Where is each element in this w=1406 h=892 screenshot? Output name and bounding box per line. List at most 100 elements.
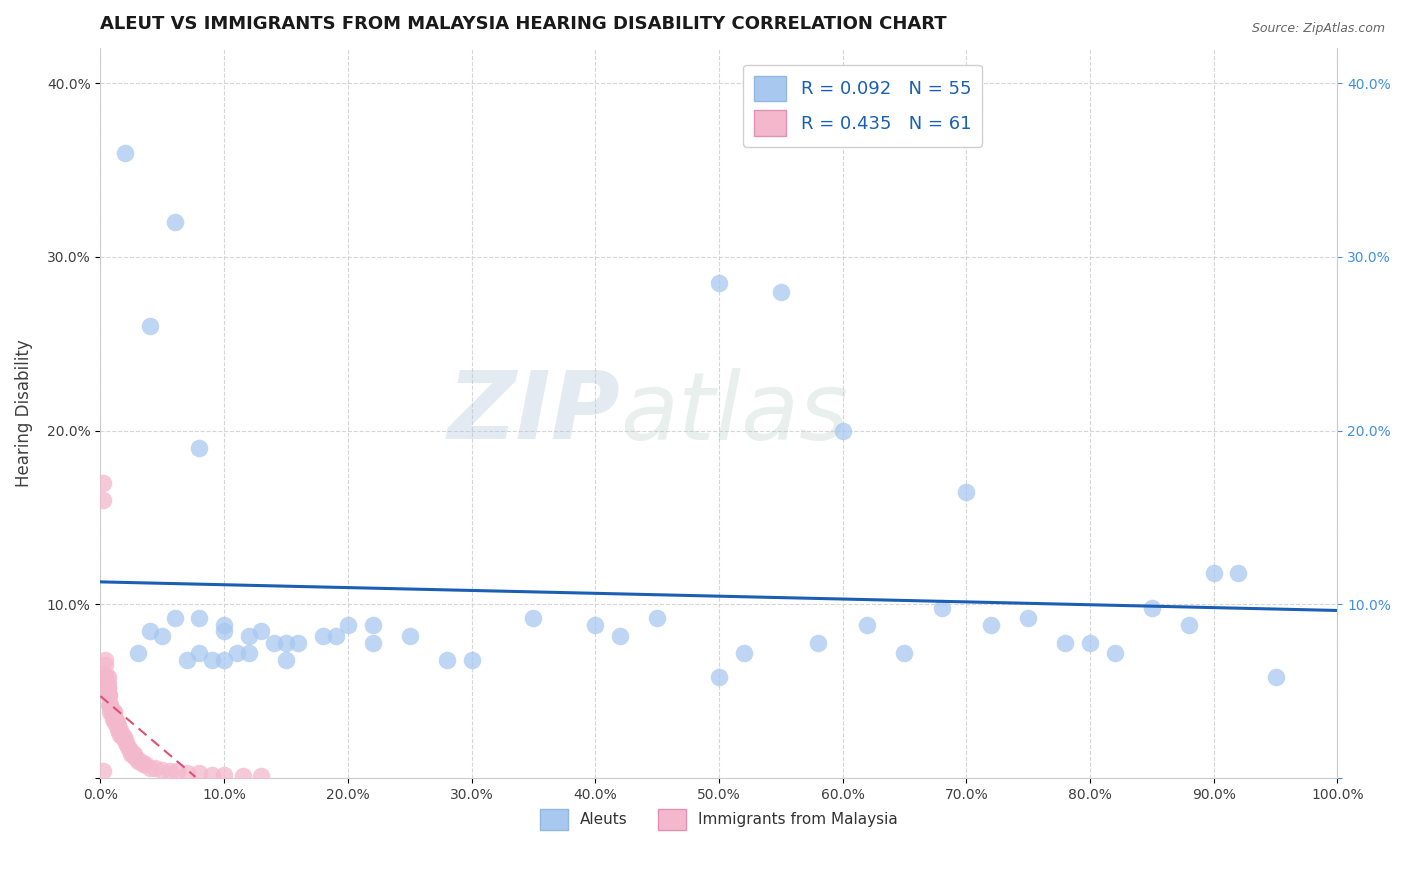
Point	[163, 215, 186, 229]
Point	[707, 276, 730, 290]
Point	[114, 145, 136, 160]
Point	[139, 761, 162, 775]
Point	[159, 764, 181, 779]
Point	[807, 636, 830, 650]
Text: ZIP: ZIP	[447, 368, 620, 459]
Point	[110, 723, 132, 737]
Point	[274, 636, 297, 650]
Point	[336, 618, 359, 632]
Point	[120, 743, 142, 757]
Point	[733, 646, 755, 660]
Point	[212, 618, 235, 632]
Point	[176, 766, 198, 780]
Point	[94, 653, 117, 667]
Point	[115, 736, 138, 750]
Point	[104, 712, 127, 726]
Point	[188, 766, 211, 780]
Point	[91, 475, 114, 490]
Point	[98, 688, 121, 702]
Point	[104, 712, 127, 726]
Point	[112, 730, 135, 744]
Y-axis label: Hearing Disability: Hearing Disability	[15, 340, 32, 487]
Point	[100, 705, 122, 719]
Point	[955, 484, 977, 499]
Point	[131, 757, 153, 772]
Point	[1264, 670, 1286, 684]
Point	[127, 754, 149, 768]
Point	[250, 624, 273, 638]
Point	[232, 769, 254, 783]
Point	[238, 629, 260, 643]
Point	[166, 764, 188, 779]
Point	[398, 629, 420, 643]
Point	[609, 629, 631, 643]
Point	[91, 493, 114, 508]
Point	[107, 719, 129, 733]
Point	[122, 747, 145, 761]
Point	[1104, 646, 1126, 660]
Point	[104, 715, 127, 730]
Point	[238, 646, 260, 660]
Point	[143, 761, 166, 775]
Point	[97, 681, 120, 695]
Point	[93, 667, 115, 681]
Point	[250, 769, 273, 783]
Point	[212, 653, 235, 667]
Point	[105, 715, 128, 730]
Point	[980, 618, 1002, 632]
Point	[100, 705, 122, 719]
Point	[94, 658, 117, 673]
Point	[124, 750, 146, 764]
Point	[856, 618, 879, 632]
Point	[769, 285, 792, 299]
Point	[100, 698, 122, 713]
Point	[129, 754, 152, 768]
Point	[96, 681, 118, 695]
Point	[707, 670, 730, 684]
Point	[274, 653, 297, 667]
Point	[114, 733, 136, 747]
Point	[263, 636, 285, 650]
Point	[188, 646, 211, 660]
Point	[103, 705, 125, 719]
Point	[100, 698, 122, 713]
Point	[1227, 566, 1250, 581]
Point	[134, 757, 156, 772]
Point	[100, 705, 122, 719]
Text: ALEUT VS IMMIGRANTS FROM MALAYSIA HEARING DISABILITY CORRELATION CHART: ALEUT VS IMMIGRANTS FROM MALAYSIA HEARIN…	[100, 15, 948, 33]
Legend: Aleuts, Immigrants from Malaysia: Aleuts, Immigrants from Malaysia	[534, 803, 904, 837]
Point	[107, 723, 129, 737]
Point	[101, 705, 124, 719]
Point	[460, 653, 482, 667]
Point	[436, 653, 458, 667]
Point	[103, 705, 125, 719]
Text: atlas: atlas	[620, 368, 848, 458]
Point	[97, 688, 120, 702]
Point	[111, 730, 134, 744]
Point	[97, 681, 120, 695]
Point	[645, 611, 668, 625]
Point	[212, 768, 235, 782]
Point	[98, 688, 121, 702]
Point	[583, 618, 606, 632]
Point	[1017, 611, 1039, 625]
Point	[121, 747, 143, 761]
Point	[163, 611, 186, 625]
Text: Source: ZipAtlas.com: Source: ZipAtlas.com	[1251, 22, 1385, 36]
Point	[325, 629, 347, 643]
Point	[117, 739, 139, 754]
Point	[201, 768, 224, 782]
Point	[110, 728, 132, 742]
Point	[312, 629, 335, 643]
Point	[188, 441, 211, 455]
Point	[97, 675, 120, 690]
Point	[127, 646, 149, 660]
Point	[188, 611, 211, 625]
Point	[150, 629, 173, 643]
Point	[139, 624, 162, 638]
Point	[1054, 636, 1077, 650]
Point	[97, 670, 120, 684]
Point	[522, 611, 544, 625]
Point	[96, 670, 118, 684]
Point	[108, 723, 131, 737]
